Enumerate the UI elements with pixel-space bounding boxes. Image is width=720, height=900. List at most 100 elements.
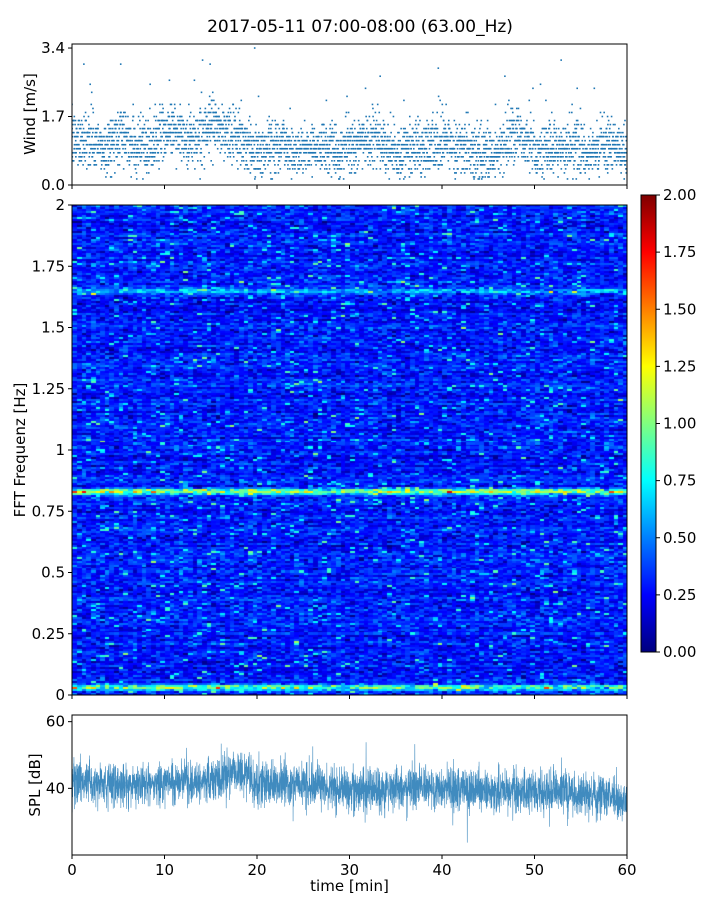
wind-point [268,123,271,126]
wind-point [83,151,86,154]
wind-point [529,139,532,142]
wind-point [417,139,420,142]
wind-point [124,143,127,146]
y-tick-label: 0.75 [32,502,65,520]
wind-point [510,151,513,154]
wind-point [322,139,324,142]
wind-point [609,131,612,134]
wind-point [493,151,496,154]
wind-point [283,131,285,134]
wind-point [231,143,234,146]
wind-point [391,143,393,146]
wind-point [207,131,210,134]
wind-point [269,172,272,174]
wind-point [285,143,288,146]
wind-point [608,147,610,150]
wind-point [312,139,314,142]
wind-point [467,160,470,162]
wind-point [534,168,537,170]
wind-point [415,127,418,130]
wind-point [382,160,384,162]
wind-point [217,131,219,134]
wind-point [606,139,608,142]
wind-point [164,143,167,146]
wind-point [492,164,495,166]
wind-point [481,135,483,138]
wind-point [505,151,507,154]
wind-point [135,178,138,180]
wind-point [178,135,181,138]
wind-point [469,156,472,158]
wind-point [224,119,227,122]
wind-point [336,151,338,154]
wind-point [336,139,339,142]
wind-point [251,156,254,158]
figure-title: 2017-05-11 07:00-08:00 (63.00_Hz) [207,17,513,37]
wind-point [129,143,131,146]
wind-point [564,168,567,170]
wind-point [243,131,246,134]
wind-point [482,164,484,166]
wind-point [173,123,176,126]
wind-point [217,107,220,110]
wind-point [103,156,106,158]
wind-point [192,123,195,126]
wind-point [298,160,301,162]
wind-point [462,168,465,170]
wind-point [200,151,203,154]
wind-point [348,151,351,154]
wind-point [442,131,444,134]
wind-point [611,139,613,142]
wind-point [124,111,126,114]
wind-point [223,160,225,162]
wind-point [560,147,563,150]
wind-point [349,160,351,162]
wind-point [170,115,173,118]
wind-point [388,147,391,150]
wind-point [542,172,544,174]
wind-point [347,111,350,114]
wind-point [234,135,236,138]
wind-point [518,135,521,138]
wind-point [417,123,420,126]
wind-point [513,160,516,162]
wind-point [292,147,294,150]
wind-point [545,139,548,142]
wind-point [589,127,592,130]
wind-point [472,147,475,150]
wind-point [594,164,597,166]
wind-point [238,107,241,110]
wind-point [226,115,229,118]
wind-point [579,147,581,150]
wind-point [370,131,372,134]
wind-point [125,115,127,118]
wind-point [435,160,438,162]
wind-point [236,160,238,162]
wind-point [549,151,551,154]
wind-point [339,151,342,154]
wind-point [346,95,348,98]
wind-point [108,139,111,142]
wind-point [422,168,424,170]
wind-point [229,143,231,146]
wind-point [350,151,353,154]
wind-point [154,139,156,142]
wind-point [404,139,407,142]
wind-point [133,147,136,150]
wind-point [404,164,407,166]
wind-point [172,111,175,114]
wind-point [170,143,172,146]
wind-point [531,168,534,170]
wind-point [286,156,288,158]
y-tick-label: 0 [55,686,65,704]
wind-point [522,127,525,130]
wind-point [444,139,446,142]
wind-point [376,156,379,158]
wind-point [493,139,495,142]
wind-point [398,143,401,146]
wind-point [442,119,445,122]
wind-point [243,139,246,142]
wind-point [236,127,239,130]
wind-point [374,111,377,114]
wind-point [169,103,172,106]
